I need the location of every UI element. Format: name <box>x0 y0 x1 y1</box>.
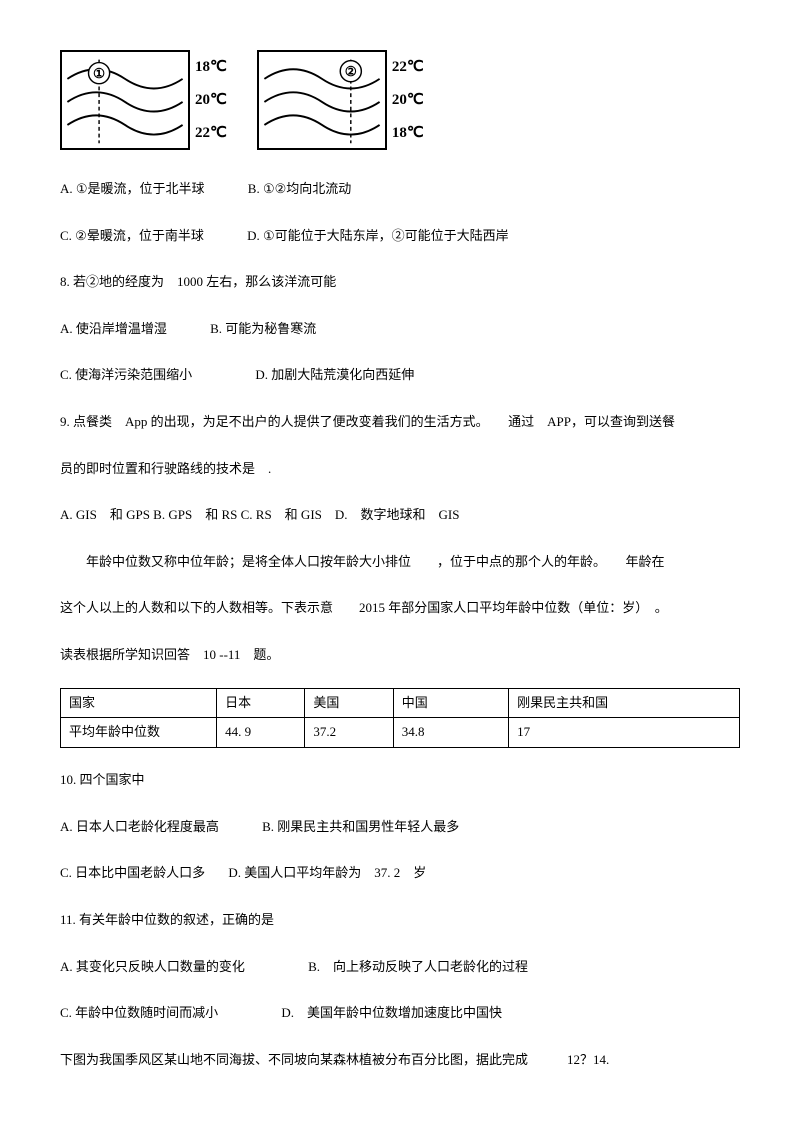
table-cell: 17 <box>509 718 740 748</box>
table-data-row: 平均年龄中位数 44. 9 37.2 34.8 17 <box>61 718 740 748</box>
q12-intro: 下图为我国季风区某山地不同海拔、不同坡向某森林植被分布百分比图，据此完成 12？… <box>60 1046 740 1075</box>
q10-options-row1: A. 日本人口老龄化程度最高 B. 刚果民主共和国男性年轻人最多 <box>60 813 740 842</box>
q8-opt-b: B. 可能为秘鲁寒流 <box>210 321 316 336</box>
diagrams: ① 18℃ 20℃ 22℃ ② 22℃ 20℃ 18℃ <box>60 50 740 150</box>
q11-stem: 11. 有关年龄中位数的叙述，正确的是 <box>60 906 740 935</box>
q9-stem-1: 9. 点餐类 App 的出现，为足不出户的人提供了便改变着我们的生活方式。 通过… <box>60 408 740 437</box>
temp-label: 20℃ <box>195 88 227 112</box>
temp-label: 18℃ <box>195 55 227 79</box>
table-header-cell: 中国 <box>393 688 508 718</box>
q8-opt-d: D. 加剧大陆荒漠化向西延伸 <box>255 367 414 382</box>
q8-options-row2: C. 使海洋污染范围缩小 D. 加剧大陆荒漠化向西延伸 <box>60 361 740 390</box>
q7-options-row1: A. ①是暖流，位于北半球 B. ①②均向北流动 <box>60 175 740 204</box>
q7-opt-a: A. ①是暖流，位于北半球 <box>60 181 205 196</box>
q8-options-row1: A. 使沿岸增温增湿 B. 可能为秘鲁寒流 <box>60 315 740 344</box>
temp-label: 22℃ <box>392 55 424 79</box>
diagram-1-label: ① <box>93 66 105 81</box>
q10-opt-c: C. 日本比中国老龄人口多 <box>60 865 205 880</box>
table-cell: 34.8 <box>393 718 508 748</box>
diagram-2-temps: 22℃ 20℃ 18℃ <box>392 50 424 150</box>
q11-opt-c: C. 年龄中位数随时间而减小 <box>60 1005 218 1020</box>
diagram-2: ② 22℃ 20℃ 18℃ <box>257 50 424 150</box>
diagram-1: ① 18℃ 20℃ 22℃ <box>60 50 227 150</box>
q7-opt-b: B. ①②均向北流动 <box>248 181 351 196</box>
q8-opt-a: A. 使沿岸增温增湿 <box>60 321 167 336</box>
q11-opt-d: D. 美国年龄中位数增加速度比中国快 <box>281 1005 502 1020</box>
median-age-table: 国家 日本 美国 中国 刚果民主共和国 平均年龄中位数 44. 9 37.2 3… <box>60 688 740 749</box>
q7-opt-d: D. ①可能位于大陆东岸，②可能位于大陆西岸 <box>247 228 509 243</box>
table-header-cell: 刚果民主共和国 <box>509 688 740 718</box>
table-cell: 44. 9 <box>217 718 305 748</box>
q11-options-row2: C. 年龄中位数随时间而减小 D. 美国年龄中位数增加速度比中国快 <box>60 999 740 1028</box>
temp-label: 22℃ <box>195 121 227 145</box>
q7-opt-c: C. ②晕暖流，位于南半球 <box>60 228 204 243</box>
q11-opt-a: A. 其变化只反映人口数量的变化 <box>60 959 245 974</box>
q8-stem: 8. 若②地的经度为 1000 左右，那么该洋流可能 <box>60 268 740 297</box>
diagram-2-svg: ② <box>257 50 387 150</box>
q10-options-row2: C. 日本比中国老龄人口多 D. 美国人口平均年龄为 37. 2 岁 <box>60 859 740 888</box>
table-header-cell: 美国 <box>305 688 393 718</box>
q11-options-row1: A. 其变化只反映人口数量的变化 B. 向上移动反映了人口老龄化的过程 <box>60 953 740 982</box>
intro-line-1: 年龄中位数又称中位年龄；是将全体人口按年龄大小排位 ，位于中点的那个人的年龄。 … <box>60 548 740 577</box>
q9-options: A. GIS 和 GPS B. GPS 和 RS C. RS 和 GIS D. … <box>60 501 740 530</box>
q10-opt-b: B. 刚果民主共和国男性年轻人最多 <box>262 819 459 834</box>
q10-opt-a: A. 日本人口老龄化程度最高 <box>60 819 219 834</box>
q9-stem-2: 员的即时位置和行驶路线的技术是 . <box>60 455 740 484</box>
q11-opt-b: B. 向上移动反映了人口老龄化的过程 <box>308 959 528 974</box>
q10-stem: 10. 四个国家中 <box>60 766 740 795</box>
table-cell: 平均年龄中位数 <box>61 718 217 748</box>
intro-line-3: 读表根据所学知识回答 10 --11 题。 <box>60 641 740 670</box>
q8-opt-c: C. 使海洋污染范围缩小 <box>60 367 192 382</box>
diagram-1-svg: ① <box>60 50 190 150</box>
intro-line-2: 这个人以上的人数和以下的人数相等。下表示意 2015 年部分国家人口平均年龄中位… <box>60 594 740 623</box>
table-header-cell: 国家 <box>61 688 217 718</box>
temp-label: 18℃ <box>392 121 424 145</box>
diagram-1-temps: 18℃ 20℃ 22℃ <box>195 50 227 150</box>
table-header-row: 国家 日本 美国 中国 刚果民主共和国 <box>61 688 740 718</box>
diagram-2-label: ② <box>345 64 357 79</box>
temp-label: 20℃ <box>392 88 424 112</box>
q7-options-row2: C. ②晕暖流，位于南半球 D. ①可能位于大陆东岸，②可能位于大陆西岸 <box>60 222 740 251</box>
table-cell: 37.2 <box>305 718 393 748</box>
table-header-cell: 日本 <box>217 688 305 718</box>
q10-opt-d: D. 美国人口平均年龄为 37. 2 岁 <box>228 865 426 880</box>
